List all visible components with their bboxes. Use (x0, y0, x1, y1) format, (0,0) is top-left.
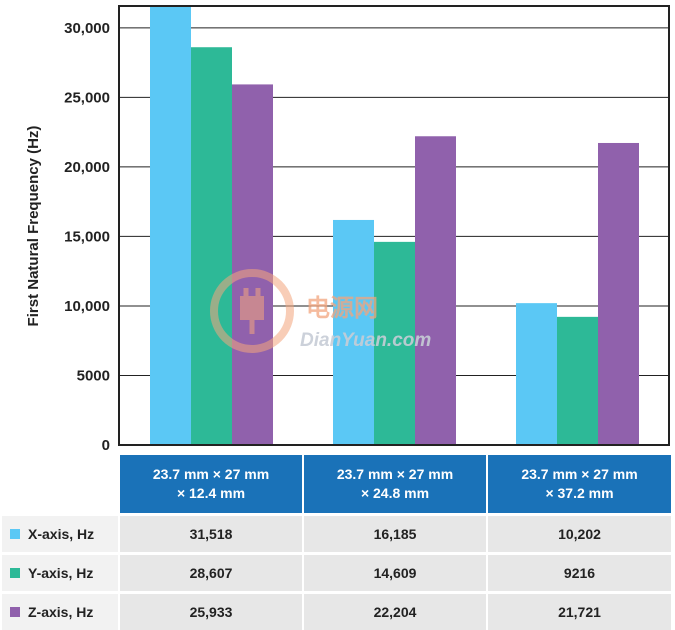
table-header-row: 23.7 mm × 27 mm × 12.4 mm 23.7 mm × 27 m… (1, 455, 671, 515)
table-cell: 22,204 (303, 593, 487, 630)
bar-chart: 0 5000 10,000 15,000 20,000 25,000 30,000 Firs… (0, 0, 675, 455)
bar (557, 317, 598, 445)
bar (150, 7, 191, 445)
table-cell: 28,607 (119, 554, 303, 593)
y-tick-label: 20,000 (64, 159, 110, 176)
bar (516, 303, 557, 445)
data-table: 23.7 mm × 27 mm × 12.4 mm 23.7 mm × 27 m… (0, 455, 671, 630)
column-header: 23.7 mm × 27 mm × 12.4 mm (119, 455, 303, 515)
y-tick-label: 25,000 (64, 89, 110, 106)
table-cell: 31,518 (119, 515, 303, 554)
column-header: 23.7 mm × 27 mm × 24.8 mm (303, 455, 487, 515)
y-tick-label: 5000 (77, 367, 110, 384)
table-row: Y-axis, Hz 28,607 14,609 9216 (1, 554, 671, 593)
legend-swatch-z (10, 607, 20, 617)
y-tick-label: 30,000 (64, 20, 110, 37)
watermark-en: DianYuan.com (300, 330, 431, 351)
bar (598, 143, 639, 445)
row-label: Z-axis, Hz (1, 593, 119, 630)
legend-swatch-x (10, 529, 20, 539)
y-tick-label: 0 (102, 437, 110, 454)
row-label: X-axis, Hz (1, 515, 119, 554)
bar (415, 136, 456, 445)
table-row: Z-axis, Hz 25,933 22,204 21,721 (1, 593, 671, 630)
legend-swatch-y (10, 568, 20, 578)
bar (232, 84, 273, 445)
y-axis-label: First Natural Frequency (Hz) (25, 126, 42, 327)
column-header: 23.7 mm × 27 mm × 37.2 mm (487, 455, 671, 515)
table-cell: 21,721 (487, 593, 671, 630)
table-row: X-axis, Hz 31,518 16,185 10,202 (1, 515, 671, 554)
y-tick-labels: 0 5000 10,000 15,000 20,000 25,000 30,000 (64, 20, 110, 454)
y-tick-label: 15,000 (64, 228, 110, 245)
table-cell: 25,933 (119, 593, 303, 630)
table-cell: 10,202 (487, 515, 671, 554)
table-cell: 14,609 (303, 554, 487, 593)
watermark-cn: 电源网 (306, 295, 378, 322)
table-cell: 9216 (487, 554, 671, 593)
y-tick-label: 10,000 (64, 298, 110, 315)
row-label: Y-axis, Hz (1, 554, 119, 593)
bars (150, 7, 639, 445)
table-corner (1, 455, 119, 515)
table-cell: 16,185 (303, 515, 487, 554)
bar (191, 47, 232, 445)
